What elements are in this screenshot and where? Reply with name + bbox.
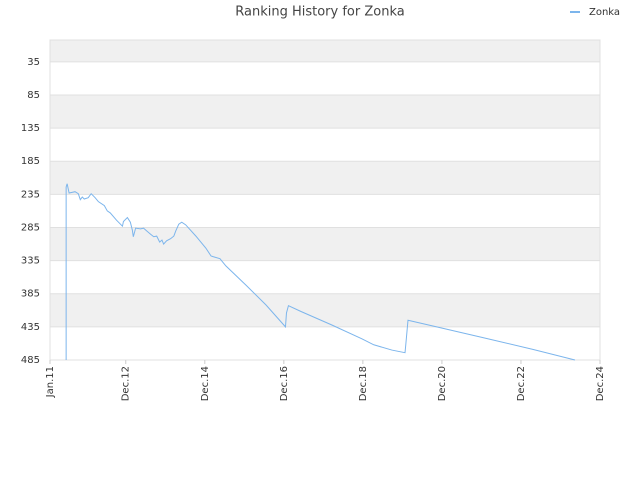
y-tick-label: 235 xyxy=(21,189,40,200)
line-series xyxy=(65,183,576,361)
x-tick-label: Dec.20 xyxy=(437,366,448,401)
legend-label: Zonka xyxy=(589,7,620,18)
y-tick-label: 285 xyxy=(21,222,40,233)
y-tick-label: 435 xyxy=(21,322,40,333)
x-tick-label: Dec.18 xyxy=(358,366,369,401)
plot-band xyxy=(50,293,600,327)
plot-band xyxy=(50,260,600,294)
x-tick-label: Dec.14 xyxy=(200,366,211,401)
x-tick-label: Jan.11 xyxy=(45,366,56,398)
plot-band xyxy=(50,194,600,228)
x-tick-label: Dec.24 xyxy=(595,366,606,401)
plot-band xyxy=(50,61,600,95)
x-tick-label: Dec.12 xyxy=(121,366,132,401)
plot-band xyxy=(50,161,600,195)
y-tick-label: 335 xyxy=(21,256,40,267)
y-tick-label: 85 xyxy=(27,90,40,101)
y-tick-label: 485 xyxy=(21,355,40,366)
y-tick-label: 385 xyxy=(21,289,40,300)
plot-band xyxy=(50,94,600,129)
plot-band xyxy=(50,40,600,62)
x-tick-label: Dec.22 xyxy=(516,366,527,401)
y-tick-label: 35 xyxy=(27,57,40,68)
chart-title: Ranking History for Zonka xyxy=(235,5,404,20)
plot-border xyxy=(49,39,601,361)
y-tick-label: 185 xyxy=(21,156,40,167)
plot-band xyxy=(50,128,600,162)
y-tick-label: 135 xyxy=(21,123,40,134)
x-tick-label: Dec.16 xyxy=(279,366,290,401)
plot-band xyxy=(50,227,600,261)
plot-band xyxy=(50,326,600,360)
